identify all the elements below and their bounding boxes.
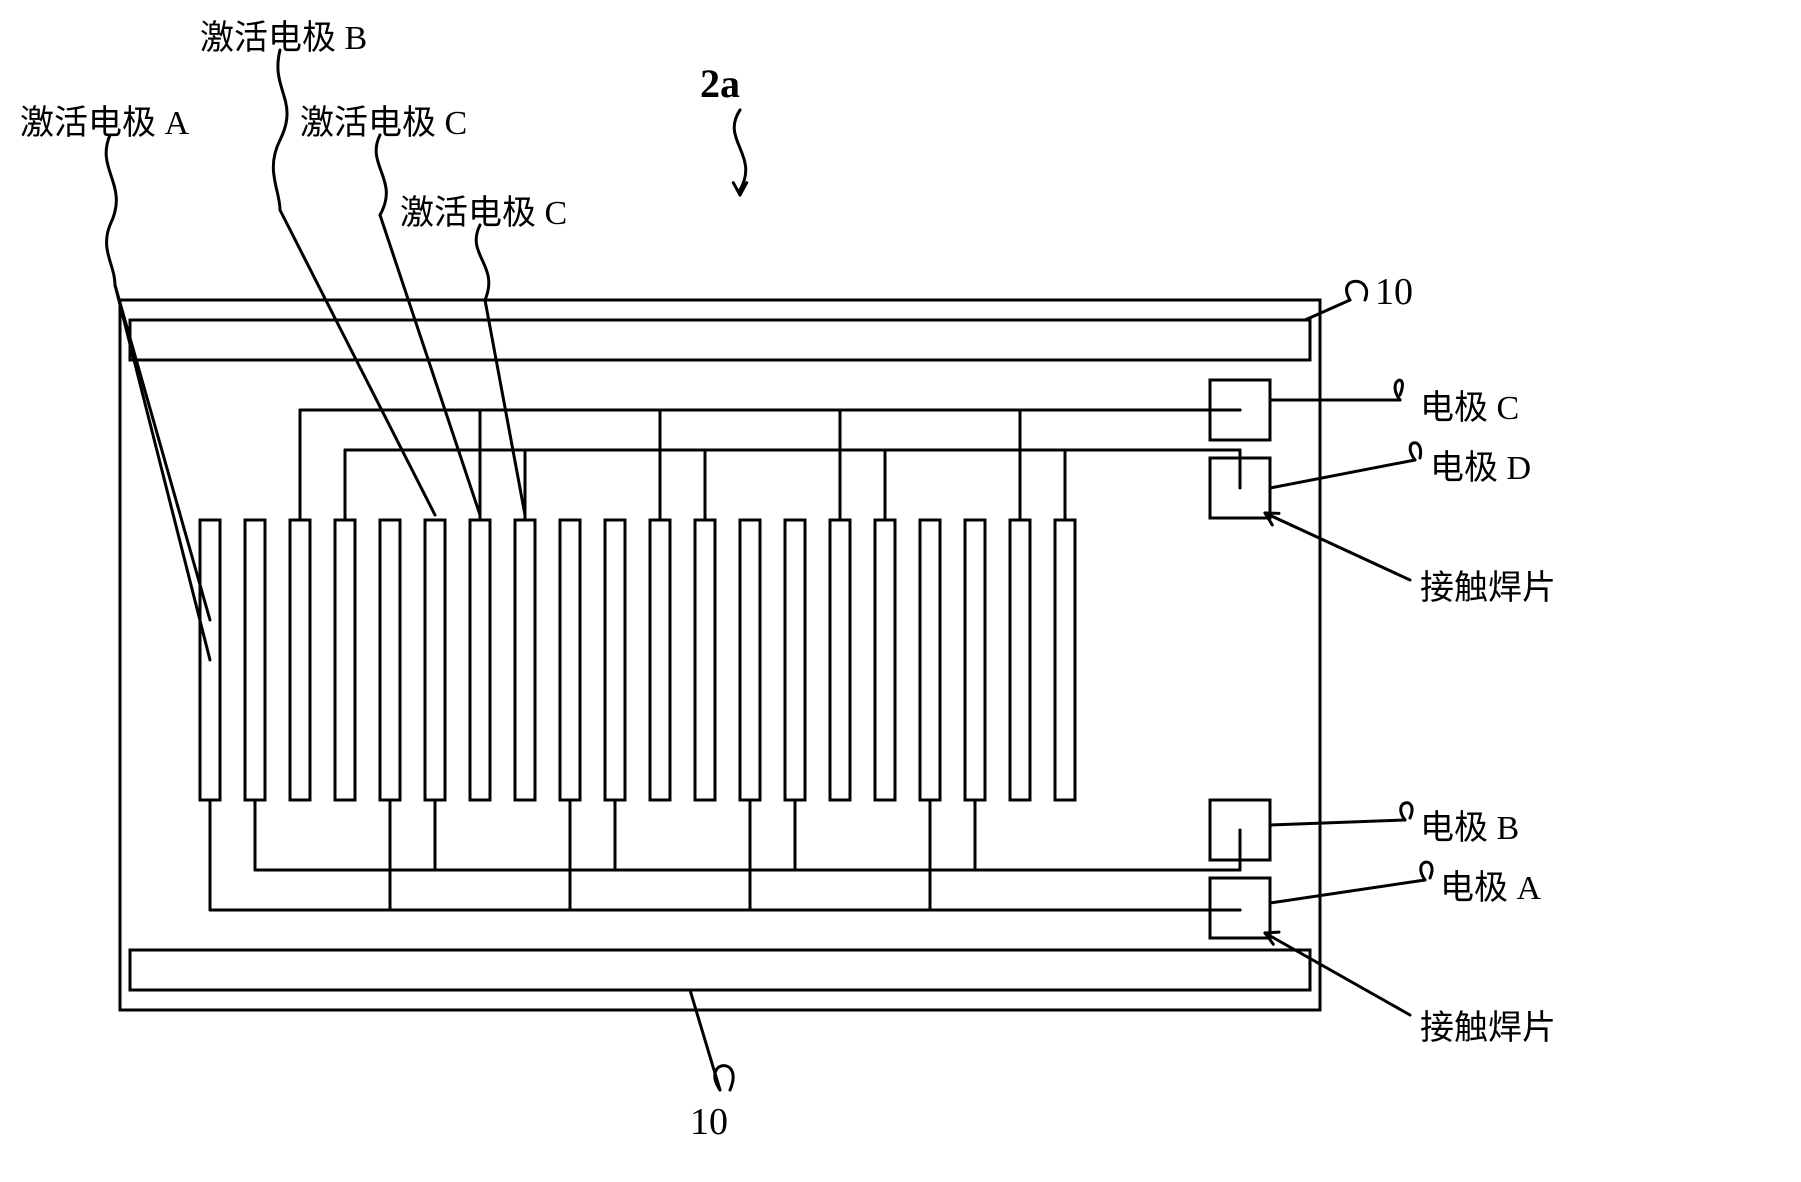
schematic-svg <box>0 0 1801 1182</box>
diagram-canvas: 激活电极 B 激活电极 A 激活电极 C 激活电极 C 2a 10 电极 C 电… <box>0 0 1801 1182</box>
